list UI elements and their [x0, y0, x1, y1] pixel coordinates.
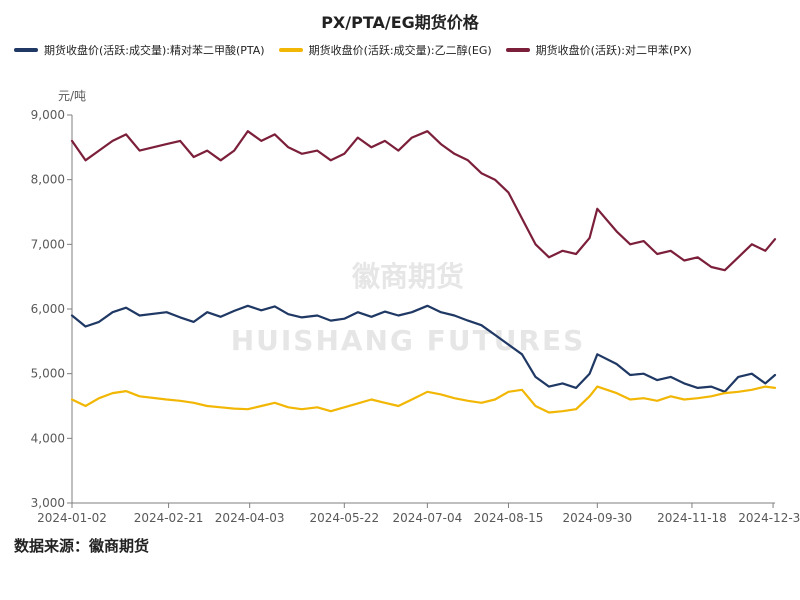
legend-label-px: 期货收盘价(活跃):对二甲苯(PX): [535, 44, 692, 57]
legend-item-pta: 期货收盘价(活跃:成交量):精对苯二甲酸(PTA): [14, 42, 265, 58]
source-note: 数据来源：徽商期货: [14, 537, 150, 555]
x-tick-label: 2024-02-21: [134, 511, 204, 525]
series-line-eg: [70, 385, 777, 414]
series-line-px: [70, 130, 777, 272]
y-tick-label: 7,000: [31, 237, 65, 251]
x-tick-label: 2024-01-02: [37, 511, 107, 525]
y-tick-label: 5,000: [31, 367, 65, 381]
axes: [71, 115, 775, 504]
x-tick-label: 2024-09-30: [562, 511, 632, 525]
watermark-cn: 徽商期货: [351, 260, 464, 293]
legend-item-eg: 期货收盘价(活跃:成交量):乙二醇(EG): [278, 42, 492, 58]
legend-swatch-px: [505, 48, 530, 52]
x-tick-label: 2024-11-18: [657, 511, 727, 525]
x-tick-label: 2024-12-30: [738, 511, 800, 525]
y-tick-label: 9,000: [31, 108, 65, 122]
legend: 期货收盘价(活跃:成交量):精对苯二甲酸(PTA) 期货收盘价(活跃:成交量):…: [14, 42, 692, 58]
series-line-pta: [70, 304, 777, 393]
y-tick-label: 4,000: [31, 431, 65, 445]
series-layer: [70, 130, 777, 414]
watermark-en: HUISHANG FUTURES: [231, 324, 586, 357]
chart-title: PX/PTA/EG期货价格: [321, 13, 479, 32]
legend-swatch-pta: [14, 48, 38, 52]
y-tick-label: 3,000: [31, 496, 65, 510]
y-tick-label: 8,000: [31, 173, 65, 187]
y-axis-unit-label: 元/吨: [58, 89, 86, 103]
x-tick-label: 2024-05-22: [309, 511, 379, 525]
legend-swatch-eg: [278, 48, 303, 52]
x-tick-label: 2024-04-03: [215, 511, 285, 525]
x-axis-ticks: 2024-01-02 2024-02-21 2024-04-03 2024-05-22…: [37, 503, 800, 525]
x-tick-label: 2024-08-15: [474, 511, 544, 525]
x-tick-label: 2024-07-04: [392, 511, 462, 525]
y-axis-ticks: 3,000 4,000 5,000 6,000 7,000 8,000 9,000: [31, 108, 72, 510]
legend-label-pta: 期货收盘价(活跃:成交量):精对苯二甲酸(PTA): [44, 44, 265, 57]
y-tick-label: 6,000: [31, 302, 65, 316]
legend-label-eg: 期货收盘价(活跃:成交量):乙二醇(EG): [308, 44, 492, 57]
legend-item-px: 期货收盘价(活跃):对二甲苯(PX): [505, 42, 692, 58]
watermark: 徽商期货 HUISHANG FUTURES: [231, 260, 586, 357]
